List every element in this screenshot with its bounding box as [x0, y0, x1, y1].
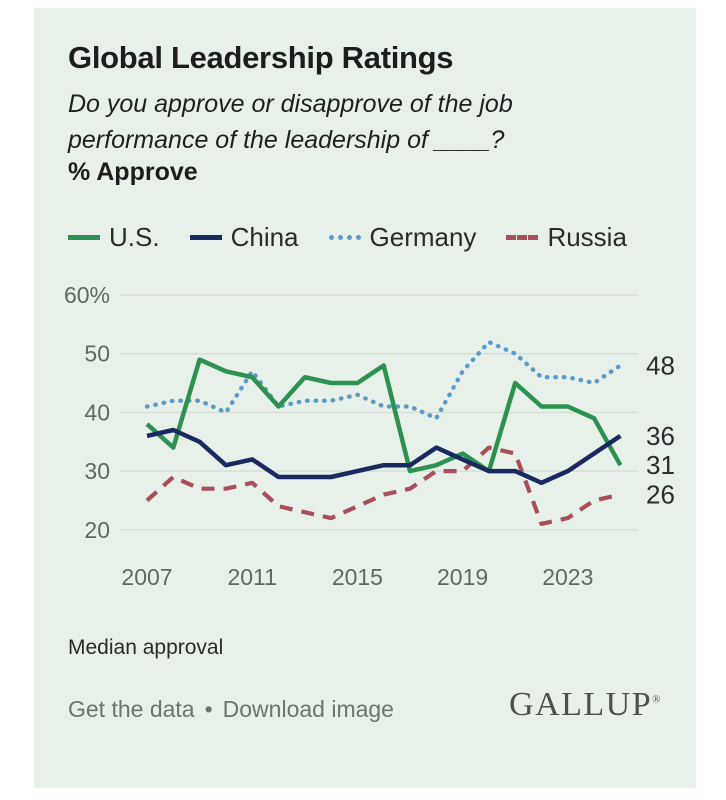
- legend-label-us: U.S.: [109, 222, 160, 252]
- gallup-wordmark: GALLUP: [509, 686, 653, 723]
- y-axis-tick-label: 20: [84, 517, 110, 543]
- registered-trademark-icon: ®: [652, 693, 662, 706]
- x-axis-tick-label: 2023: [542, 564, 593, 590]
- legend-swatch-china-icon: [189, 235, 222, 240]
- x-axis-tick-label: 2019: [437, 564, 488, 590]
- legend-label-china: China: [230, 222, 299, 252]
- series-line-china: [146, 427, 622, 486]
- legend-item-us: U.S.: [68, 222, 160, 253]
- series-line-us: [145, 357, 623, 474]
- gallup-logo: GALLUP®: [509, 686, 662, 724]
- legend-item-germany: Germany: [328, 222, 477, 253]
- legend-swatch-us-icon: [68, 235, 100, 240]
- chart-legend: U.S. China Germany Russia: [68, 222, 627, 253]
- download-image-link[interactable]: Download image: [222, 696, 394, 722]
- series-end-value-label: 31: [646, 450, 675, 480]
- chart-subtitle: Do you approve or disapprove of the job p…: [68, 86, 513, 158]
- series-end-value-label: 48: [646, 350, 675, 380]
- y-axis-tick-label: 40: [84, 399, 110, 425]
- legend-item-russia: Russia: [506, 222, 627, 253]
- chart-subtitle-line2: performance of the leadership of ____?: [68, 126, 505, 154]
- chart-card: Global Leadership Ratings Do you approve…: [34, 8, 696, 788]
- measure-label: % Approve: [68, 158, 198, 186]
- chart-area: 60% 50 40 30 20 2007 2011 2015 2019 2023 31 36 48 26: [54, 272, 694, 602]
- series-end-value-label: 26: [646, 480, 675, 510]
- y-axis-tick-label: 30: [84, 458, 110, 484]
- series-end-value-label: 36: [646, 421, 675, 451]
- chart-title: Global Leadership Ratings: [68, 40, 454, 75]
- chart-footnote: Median approval: [68, 636, 224, 659]
- x-axis-tick-label: 2015: [332, 564, 383, 590]
- legend-item-china: China: [189, 222, 299, 253]
- y-axis-tick-label: 60%: [64, 282, 110, 308]
- series-line-russia: [145, 445, 621, 526]
- get-data-link[interactable]: Get the data: [68, 696, 195, 722]
- y-axis-tick-label: 50: [84, 341, 110, 367]
- legend-swatch-germany-icon: [328, 235, 361, 240]
- chart-subtitle-line1: Do you approve or disapprove of the job: [68, 90, 513, 118]
- legend-label-russia: Russia: [547, 222, 627, 252]
- x-axis-tick-label: 2007: [121, 564, 172, 590]
- legend-swatch-russia-icon: [506, 235, 539, 240]
- x-axis-tick-label: 2011: [227, 564, 276, 590]
- link-separator: •: [204, 696, 213, 722]
- legend-label-germany: Germany: [369, 222, 477, 252]
- footer-links: Get the data • Download image: [68, 696, 394, 723]
